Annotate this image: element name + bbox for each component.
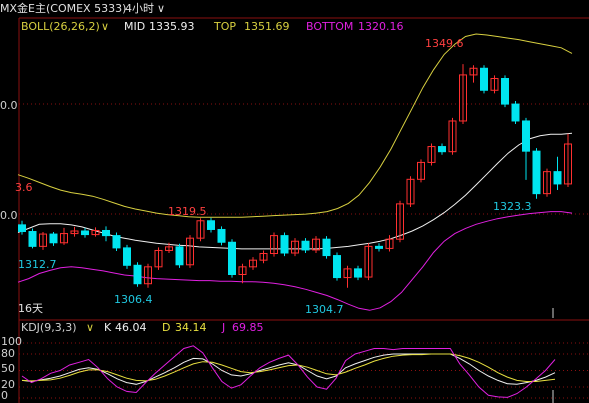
- candle-body-44: [480, 67, 488, 91]
- candle-body-51: [553, 171, 562, 185]
- candle-body-13: [154, 249, 163, 268]
- kdj-tick-100: 100: [1, 335, 22, 348]
- kdj-line-k: [21, 353, 556, 385]
- period-tag: 16天: [18, 302, 43, 315]
- bottom-label: BOTTOM: [306, 20, 353, 33]
- period-label[interactable]: 4小时: [125, 2, 154, 15]
- axis-label-lower: 0.0: [0, 209, 18, 222]
- annotation-1319: 1319.5: [168, 205, 207, 218]
- boll-dropdown-icon[interactable]: ∨: [101, 20, 109, 33]
- boll-line-bottom: [17, 211, 573, 311]
- candle-body-42: [459, 74, 467, 122]
- candle-body-24: [270, 235, 278, 255]
- candle-body-20: [228, 241, 236, 276]
- top-value: 1351.69: [244, 20, 290, 33]
- candle-body-48: [522, 120, 530, 152]
- candle-body-47: [511, 103, 520, 122]
- candle-body-12: [144, 266, 152, 285]
- candle-body-15: [175, 246, 184, 266]
- kdj-dropdown-icon[interactable]: ∨: [86, 321, 94, 334]
- candle-body-23: [259, 253, 268, 261]
- candle-body-26: [291, 240, 299, 254]
- candle-body-27: [301, 240, 310, 251]
- candle-body-50: [543, 171, 551, 195]
- candle-body-1: [28, 231, 37, 247]
- candle-body-45: [490, 77, 499, 91]
- top-label: TOP: [213, 20, 236, 33]
- kdj-lines: [21, 345, 556, 398]
- candle-body-10: [123, 247, 131, 266]
- candle-body-37: [406, 178, 415, 205]
- candle-body-14: [165, 246, 173, 251]
- axis-label-upper: 0.0: [0, 99, 18, 112]
- candle-body-43: [469, 67, 478, 76]
- candle-body-46: [501, 77, 509, 105]
- candle-body-25: [280, 235, 289, 254]
- period-dropdown-icon[interactable]: ∨: [157, 2, 165, 15]
- candle-body-2: [39, 233, 47, 247]
- boll-lines: [17, 33, 573, 311]
- k-value: 46.04: [115, 321, 147, 334]
- kdj-indicator-label[interactable]: KDJ(9,3,3): [21, 321, 77, 334]
- kdj-line-j: [21, 345, 556, 398]
- candle-body-22: [249, 259, 257, 268]
- candle-body-36: [396, 203, 404, 240]
- candle-body-9: [112, 235, 121, 249]
- kdj-tick-20: 20: [1, 378, 15, 391]
- candle-body-31: [343, 268, 352, 279]
- candle-body-5: [70, 230, 79, 235]
- bottom-value: 1320.16: [358, 20, 404, 33]
- candle-body-52: [564, 143, 572, 185]
- candle-body-8: [102, 229, 110, 237]
- candle-body-32: [354, 268, 362, 278]
- candle-body-30: [333, 255, 341, 279]
- annotation-1312: 1312.7: [18, 258, 57, 271]
- boll-line-top: [17, 33, 573, 218]
- j-label: J: [221, 321, 225, 334]
- candle-body-38: [417, 161, 425, 180]
- annotation-1306: 1306.4: [114, 293, 153, 306]
- candle-body-28: [312, 238, 320, 251]
- candle-body-29: [322, 238, 331, 257]
- candle-body-39: [427, 146, 436, 163]
- annotation-1304: 1304.7: [305, 303, 344, 316]
- symbol-label[interactable]: MX金E主(COMEX 5333): [0, 1, 126, 15]
- kdj-tick-80: 80: [1, 347, 15, 360]
- candle-body-19: [217, 228, 226, 243]
- candle-body-11: [133, 264, 142, 285]
- candle-body-34: [375, 245, 383, 249]
- d-label: D: [162, 321, 170, 334]
- candle-body-0: [18, 224, 26, 233]
- kdj-tick-50: 50: [1, 362, 15, 375]
- annotation-1323: 1323.3: [493, 200, 532, 213]
- j-value: 69.85: [232, 321, 264, 334]
- candle-body-7: [91, 229, 100, 236]
- candle-body-3: [49, 233, 58, 244]
- candles: [18, 64, 572, 288]
- candle-body-17: [196, 220, 205, 239]
- candle-body-40: [438, 146, 446, 153]
- annotation-high: 1349.6: [425, 37, 464, 50]
- candle-body-21: [238, 266, 247, 276]
- kdj-tick-0: 0: [1, 389, 8, 402]
- candle-body-49: [532, 150, 541, 195]
- mid-value: 1335.93: [149, 20, 195, 33]
- candle-body-41: [448, 120, 457, 153]
- candle-body-16: [186, 237, 194, 266]
- candle-body-33: [364, 245, 373, 278]
- candle-body-35: [385, 238, 394, 249]
- boll-indicator-label[interactable]: BOLL(26,26,2): [21, 20, 100, 33]
- k-label: K: [104, 321, 112, 334]
- candle-body-4: [60, 233, 68, 244]
- boll-line-mid: [17, 132, 573, 250]
- d-value: 34.14: [175, 321, 207, 334]
- candle-body-18: [207, 220, 215, 230]
- kdj-line-d: [21, 353, 556, 382]
- mid-label: MID: [124, 20, 145, 33]
- candle-body-6: [81, 230, 89, 236]
- annotation-left-high: 3.6: [15, 181, 33, 194]
